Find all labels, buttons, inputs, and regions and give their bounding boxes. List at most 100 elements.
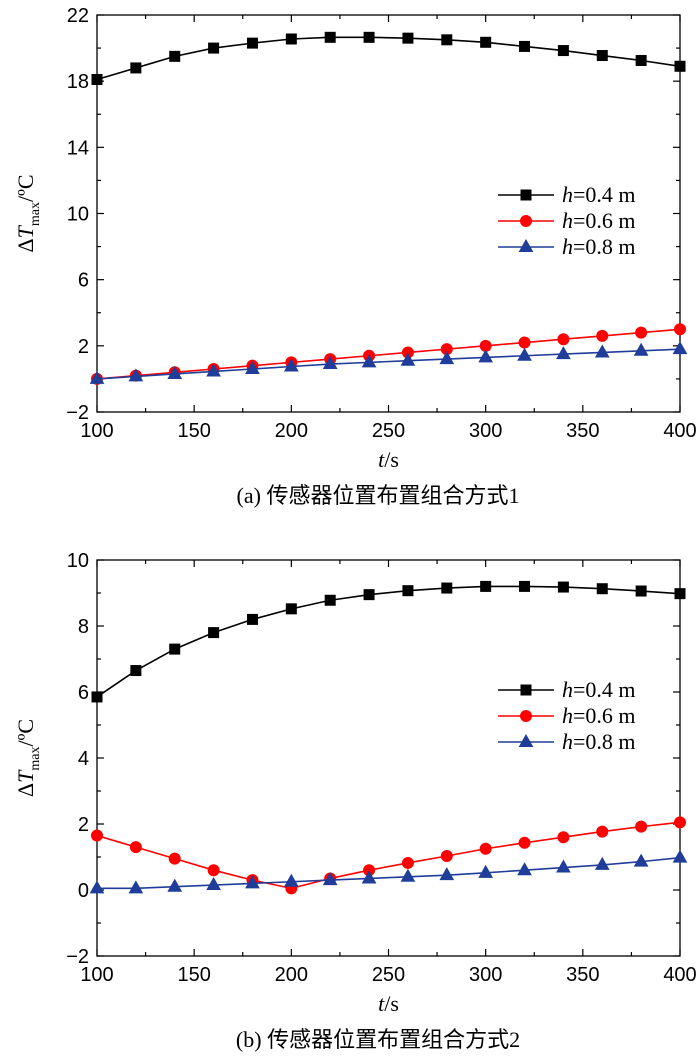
data-point: [439, 351, 455, 365]
x-tick-label: 200: [275, 964, 308, 986]
data-point: [128, 368, 144, 382]
x-tick-label: 150: [177, 420, 210, 442]
x-tick-label: 350: [566, 420, 599, 442]
data-point: [478, 349, 494, 363]
y-axis-sub: max: [28, 202, 43, 226]
data-point: [518, 836, 531, 849]
data-point: [402, 585, 414, 597]
legend-marker: [518, 733, 534, 747]
x-tick-label: 350: [566, 964, 599, 986]
data-point: [480, 580, 492, 592]
series-line: [96, 36, 681, 81]
data-point: [519, 40, 531, 52]
data-point: [674, 60, 686, 72]
x-axis-unit: /s: [384, 991, 399, 1016]
legend-label: h=0.8 m: [562, 729, 636, 754]
data-point: [635, 326, 648, 339]
data-point: [245, 875, 260, 889]
series-0.8: [89, 849, 688, 894]
y-tick-label: 0: [78, 880, 89, 902]
legend-marker: [520, 684, 532, 696]
y-tick-label: 2: [78, 336, 89, 358]
data-point: [322, 872, 338, 886]
chart-panel-1: 100 150 200 250 300 350 400 −2 2 6 10 14 18 22 t/s ΔTma…: [13, 5, 697, 508]
y-axis-var: T: [13, 769, 38, 783]
data-point: [557, 333, 570, 346]
data-point: [283, 873, 299, 887]
legend-var: h: [562, 182, 573, 207]
data-point: [439, 867, 455, 881]
y-tick-label: 6: [78, 682, 89, 704]
series-line: [97, 856, 681, 890]
data-point: [557, 581, 569, 593]
data-point: [285, 603, 297, 615]
x-axis-var: t: [378, 447, 385, 472]
legend-label: h=0.4 m: [562, 677, 636, 702]
legend: h=0.4 mh=0.6 mh=0.8 m: [498, 182, 636, 259]
x-axis-var: t: [378, 991, 385, 1016]
y-tick-label: 14: [67, 137, 89, 159]
y-tick-label: 2: [78, 814, 89, 836]
legend-var: h: [562, 677, 573, 702]
legend-label: h=0.4 m: [562, 182, 636, 207]
data-point: [478, 864, 494, 878]
data-point: [167, 878, 183, 892]
data-point: [283, 358, 299, 372]
data-point: [206, 877, 221, 891]
data-point: [324, 594, 336, 606]
y-axis-unit: /ºC: [13, 719, 38, 747]
data-point: [363, 31, 375, 43]
data-point: [517, 347, 532, 361]
data-point: [400, 868, 416, 882]
legend-var: h: [562, 234, 573, 259]
x-tick-label: 200: [275, 420, 308, 442]
y-tick-label: −2: [66, 946, 89, 968]
data-point: [519, 580, 531, 592]
panel-caption: (b) 传感器位置布置组合方式2: [236, 1027, 520, 1052]
data-point: [441, 34, 453, 46]
data-point: [91, 829, 103, 842]
x-tick-label: 400: [663, 964, 696, 986]
data-point: [633, 342, 649, 356]
data-point: [89, 370, 105, 384]
y-tick-label: −2: [66, 402, 89, 424]
y-axis-label: ΔTmax/ºC: [13, 719, 43, 797]
legend-var: h: [562, 729, 573, 754]
data-point: [169, 643, 181, 655]
data-point: [480, 36, 492, 48]
data-point: [91, 691, 103, 703]
data-point: [557, 45, 569, 57]
x-tick-label: 300: [469, 964, 502, 986]
data-point: [556, 859, 571, 873]
data-point: [324, 31, 336, 43]
data-point: [285, 33, 297, 45]
legend-value: =0.4 m: [573, 677, 636, 702]
series-line: [96, 348, 681, 380]
y-tick-label: 22: [67, 5, 89, 27]
series-0.8: [89, 341, 688, 384]
data-point: [594, 344, 610, 358]
data-point: [441, 582, 453, 594]
legend-var: h: [562, 208, 573, 233]
legend-marker: [520, 189, 532, 201]
data-point: [674, 588, 686, 600]
data-point: [596, 825, 609, 838]
x-axis-label: t/s: [378, 991, 399, 1016]
data-point: [557, 831, 570, 844]
data-point: [674, 323, 686, 336]
data-point: [208, 42, 220, 54]
legend: h=0.4 mh=0.6 mh=0.8 m: [498, 677, 636, 754]
series-0.6: [91, 323, 686, 385]
legend-var: h: [562, 703, 573, 728]
y-axis-delta: Δ: [13, 783, 38, 797]
data-point: [518, 336, 531, 349]
y-tick-label: 4: [78, 748, 89, 770]
legend-value: =0.6 m: [573, 208, 636, 233]
data-point: [128, 880, 144, 894]
x-tick-label: 250: [372, 420, 405, 442]
y-axis-var: T: [13, 224, 38, 238]
legend-label: h=0.6 m: [562, 208, 636, 233]
legend-label: h=0.6 m: [562, 703, 636, 728]
series-0.4: [91, 31, 686, 86]
y-axis-label: ΔTmax/ºC: [13, 174, 43, 252]
